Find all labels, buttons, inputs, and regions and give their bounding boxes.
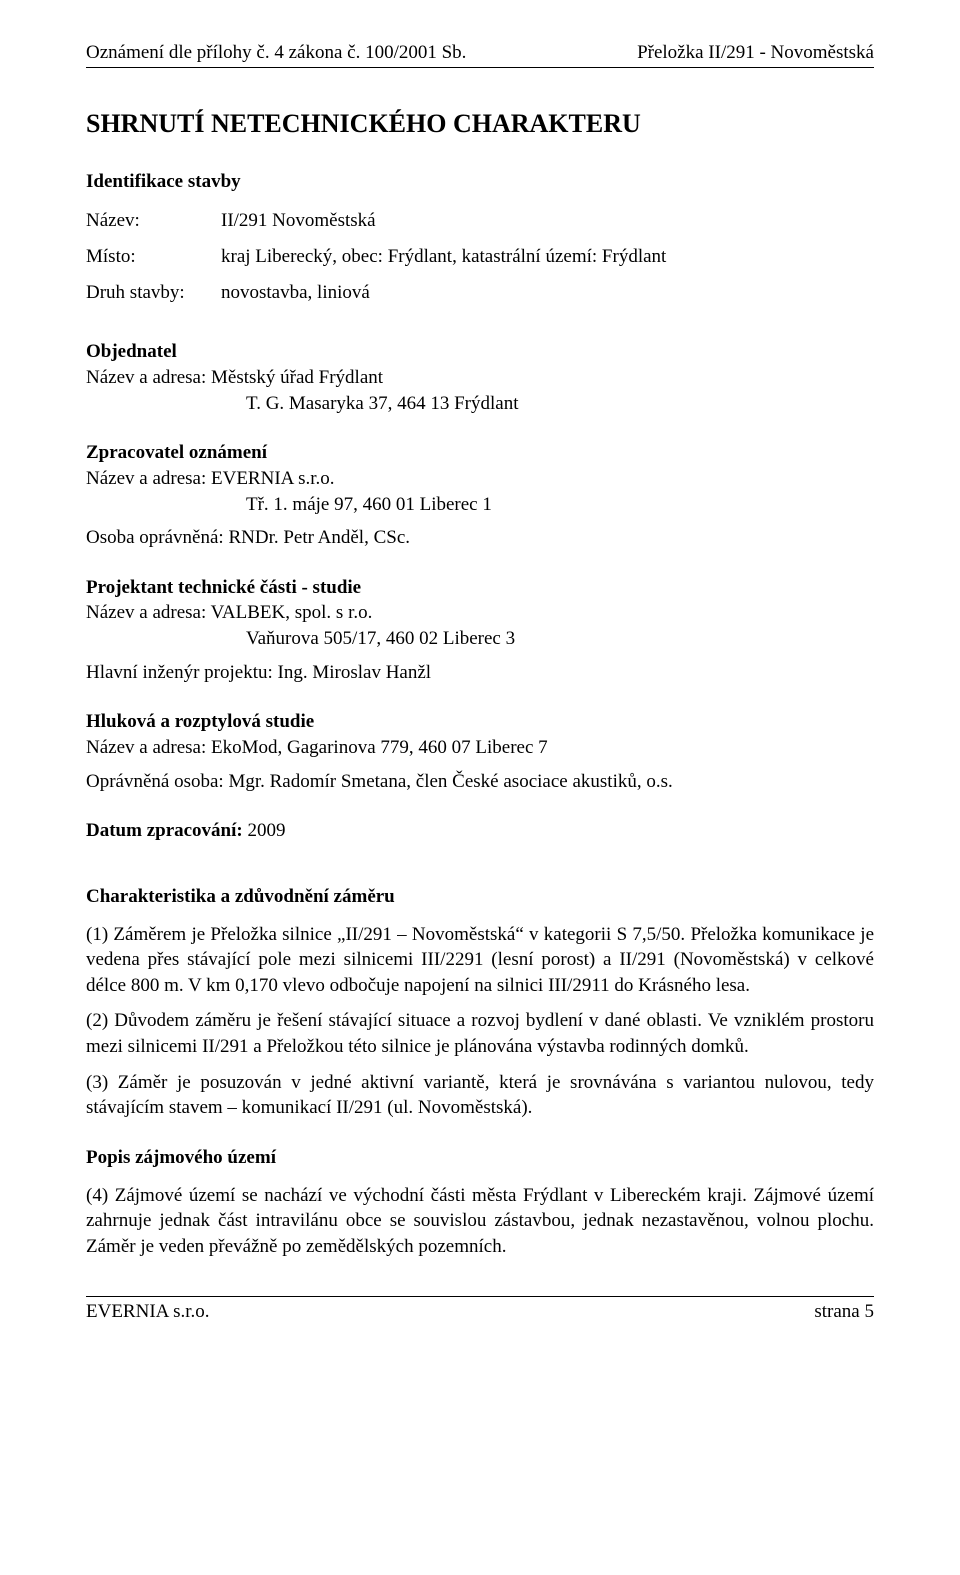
table-row: Místo: kraj Liberecký, obec: Frýdlant, k… <box>86 244 666 280</box>
objednatel-heading: Objednatel <box>86 339 874 365</box>
hlukova-heading: Hluková a rozptylová studie <box>86 709 874 735</box>
page-container: Oznámení dle přílohy č. 4 zákona č. 100/… <box>0 0 960 1354</box>
hlukova-osoba: Oprávněná osoba: Mgr. Radomír Smetana, č… <box>86 769 874 795</box>
running-footer: EVERNIA s.r.o. strana 5 <box>86 1296 874 1325</box>
ident-label: Název: <box>86 208 221 244</box>
identifikace-heading: Identifikace stavby <box>86 169 874 195</box>
identifikace-table: Název: II/291 Novoměstská Místo: kraj Li… <box>86 208 666 315</box>
page-title: SHRNUTÍ NETECHNICKÉHO CHARAKTERU <box>86 106 874 141</box>
projektant-line-indent: Vaňurova 505/17, 460 02 Liberec 3 <box>246 626 874 652</box>
ident-value: novostavba, liniová <box>221 280 666 316</box>
projektant-line: Název a adresa: VALBEK, spol. s r.o. <box>86 600 874 626</box>
popis-heading: Popis zájmového území <box>86 1145 874 1171</box>
hlukova-line: Název a adresa: EkoMod, Gagarinova 779, … <box>86 735 874 761</box>
zpracovatel-heading: Zpracovatel oznámení <box>86 440 874 466</box>
ident-label: Místo: <box>86 244 221 280</box>
footer-left: EVERNIA s.r.o. <box>86 1299 210 1325</box>
projektant-heading: Projektant technické části - studie <box>86 575 874 601</box>
charakteristika-block: Charakteristika a zdůvodnění záměru (1) … <box>86 884 874 1121</box>
projektant-inzenyr: Hlavní inženýr projektu: Ing. Miroslav H… <box>86 660 874 686</box>
paragraph: (1) Záměrem je Přeložka silnice „II/291 … <box>86 922 874 999</box>
table-row: Druh stavby: novostavba, liniová <box>86 280 666 316</box>
popis-block: Popis zájmového území (4) Zájmové území … <box>86 1145 874 1260</box>
zpracovatel-line-indent: Tř. 1. máje 97, 460 01 Liberec 1 <box>246 492 874 518</box>
objednatel-line-indent: T. G. Masaryka 37, 464 13 Frýdlant <box>246 391 874 417</box>
zpracovatel-line: Název a adresa: EVERNIA s.r.o. <box>86 466 874 492</box>
paragraph: (4) Zájmové území se nachází ve východní… <box>86 1183 874 1260</box>
paragraph: (3) Záměr je posuzován v jedné aktivní v… <box>86 1070 874 1121</box>
charakteristika-heading: Charakteristika a zdůvodnění záměru <box>86 884 874 910</box>
zpracovatel-osoba: Osoba oprávněná: RNDr. Petr Anděl, CSc. <box>86 525 874 551</box>
datum-label: Datum zpracování: <box>86 820 243 841</box>
hlukova-block: Hluková a rozptylová studie Název a adre… <box>86 709 874 794</box>
zpracovatel-block: Zpracovatel oznámení Název a adresa: EVE… <box>86 440 874 551</box>
ident-value: II/291 Novoměstská <box>221 208 666 244</box>
datum-value: 2009 <box>247 820 285 841</box>
header-left: Oznámení dle přílohy č. 4 zákona č. 100/… <box>86 40 466 66</box>
objednatel-block: Objednatel Název a adresa: Městský úřad … <box>86 339 874 416</box>
projektant-block: Projektant technické části - studie Náze… <box>86 575 874 686</box>
objednatel-line: Název a adresa: Městský úřad Frýdlant <box>86 365 874 391</box>
paragraph: (2) Důvodem záměru je řešení stávající s… <box>86 1008 874 1059</box>
running-header: Oznámení dle přílohy č. 4 zákona č. 100/… <box>86 40 874 68</box>
ident-label: Druh stavby: <box>86 280 221 316</box>
datum-block: Datum zpracování: 2009 <box>86 818 874 844</box>
header-right: Přeložka II/291 - Novoměstská <box>637 40 874 66</box>
footer-right: strana 5 <box>814 1299 874 1325</box>
table-row: Název: II/291 Novoměstská <box>86 208 666 244</box>
ident-value: kraj Liberecký, obec: Frýdlant, katastrá… <box>221 244 666 280</box>
